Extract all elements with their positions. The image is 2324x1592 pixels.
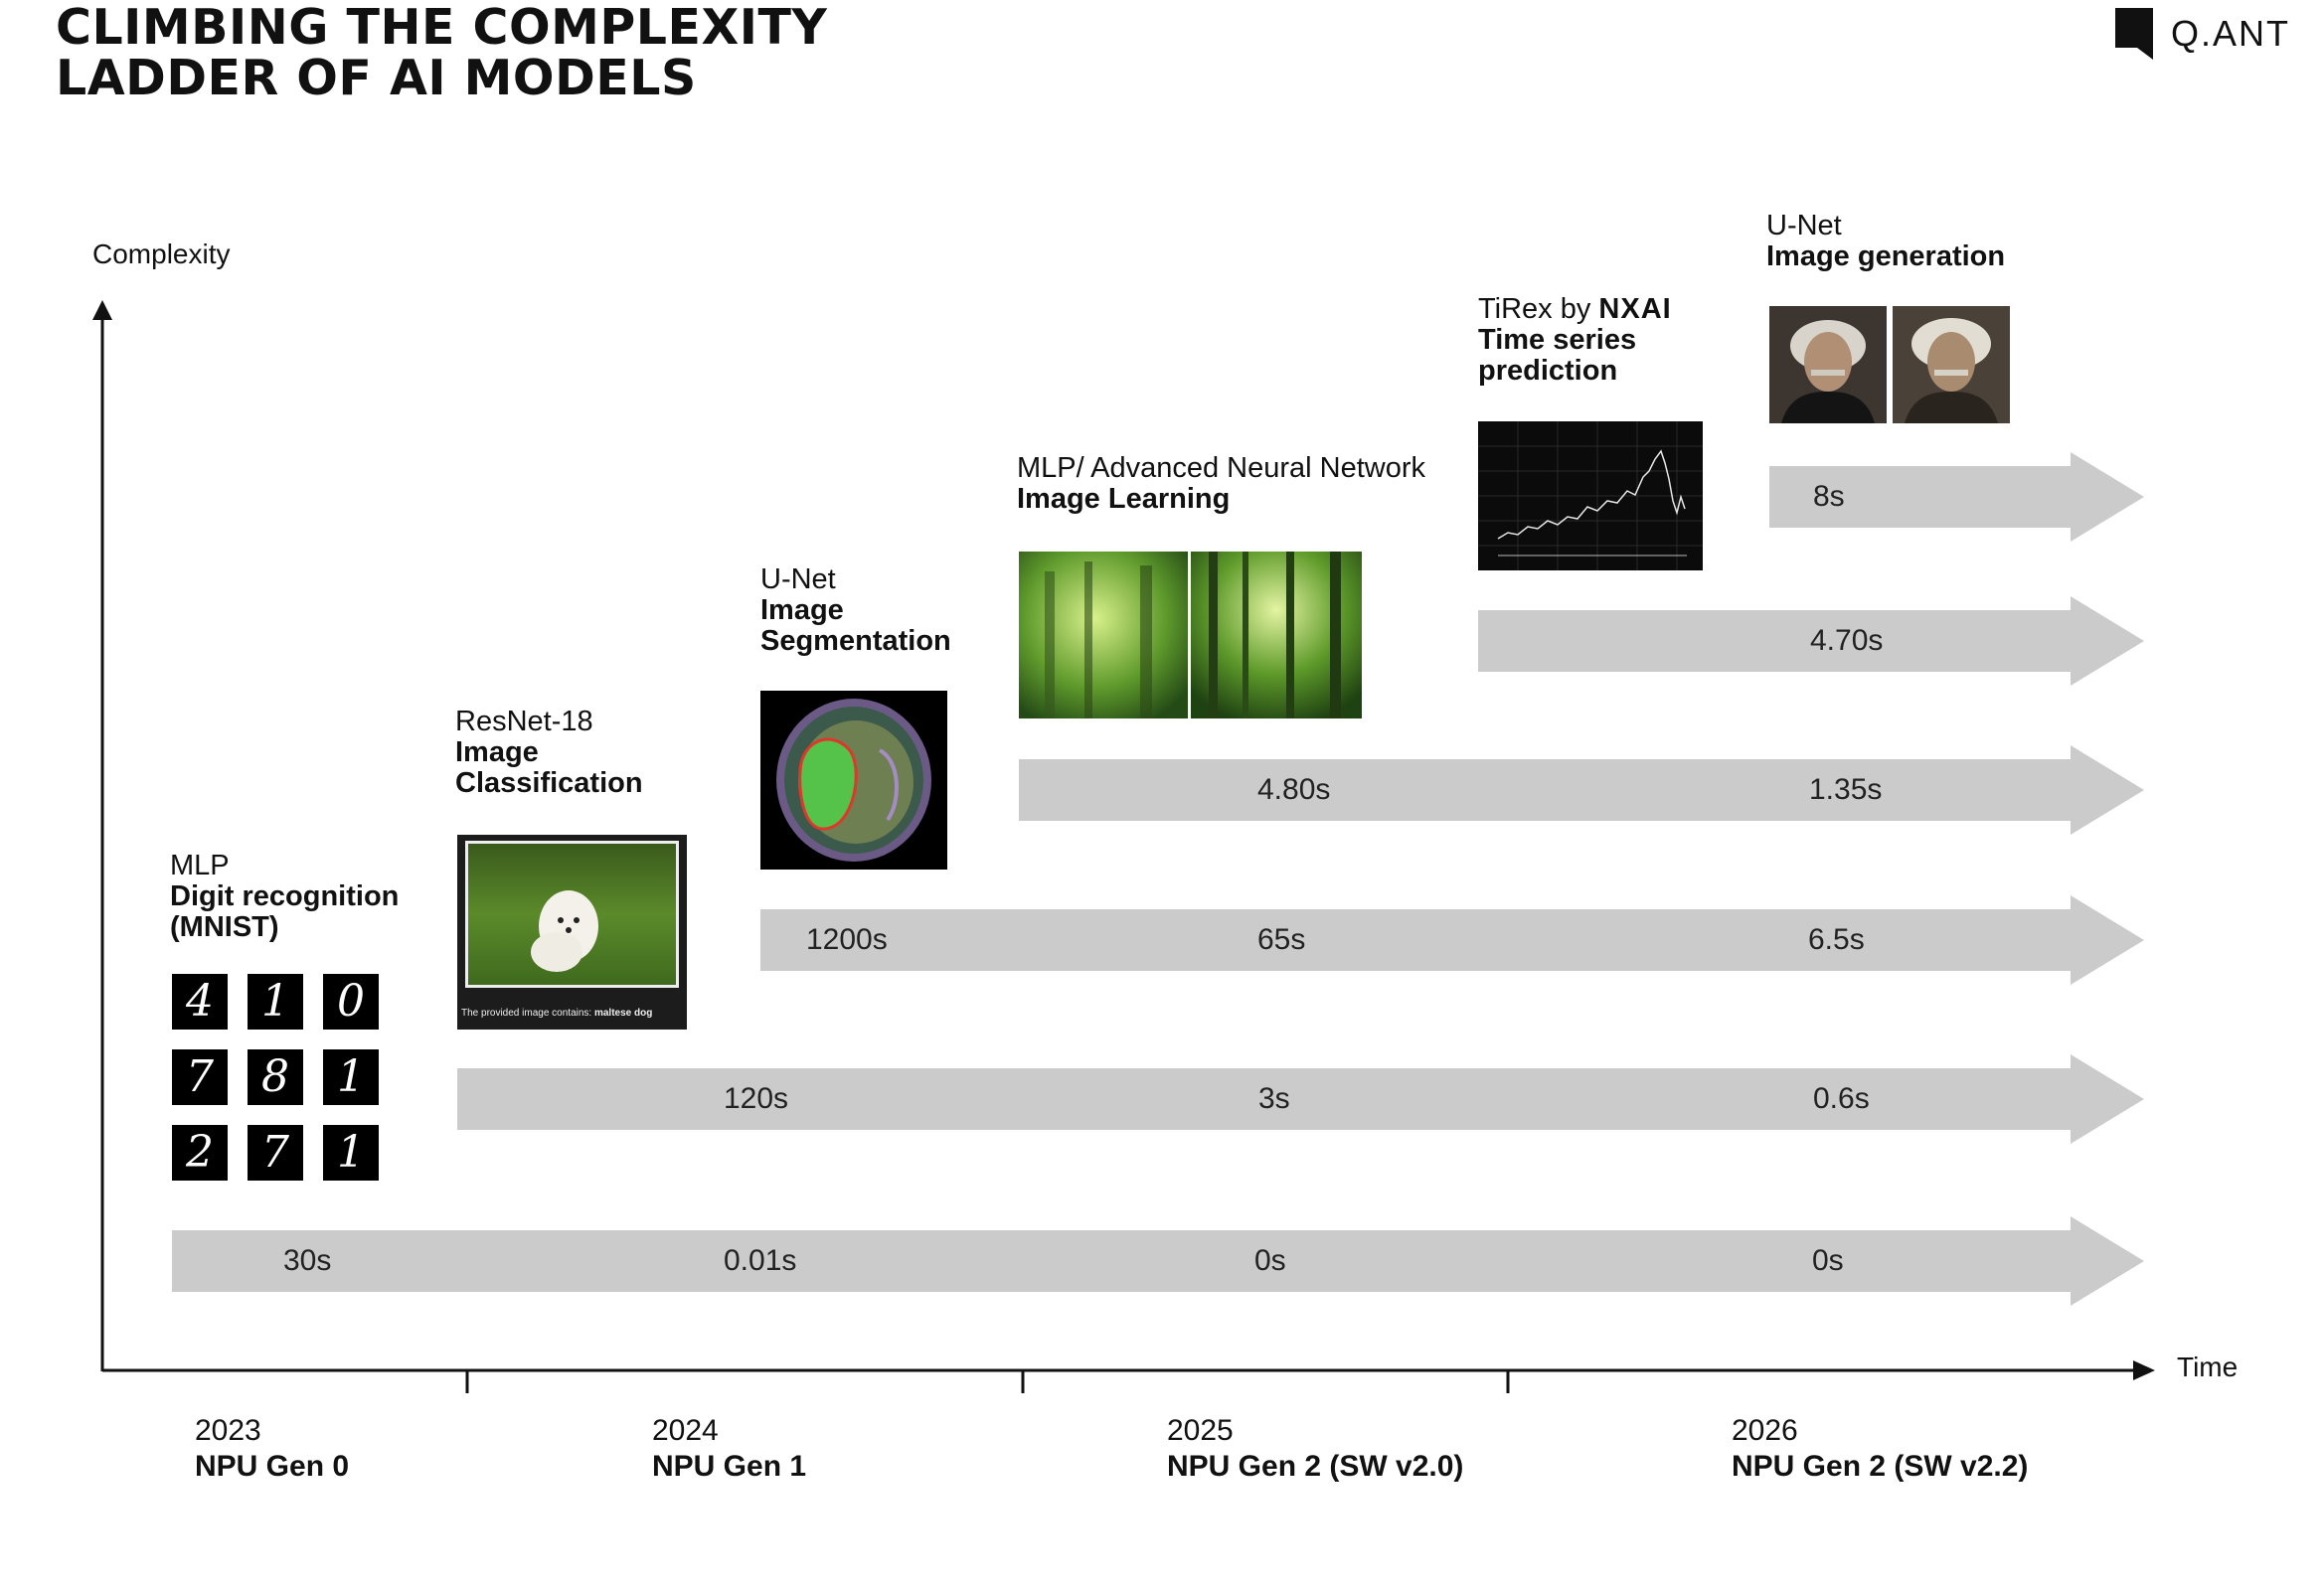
portrait-generated-image [1893,306,2010,423]
year-2026: 2026 NPU Gen 2 (SW v2.2) [1732,1413,2028,1485]
mnist-digit-grid: 4 1 0 7 8 1 2 7 1 [172,974,391,1189]
page-title: CLIMBING THE COMPLEXITY LADDER OF AI MOD… [56,2,827,103]
y-axis [92,300,112,1371]
year-label: 2024 [652,1414,719,1447]
nxai-brand: NXAI [1598,293,1672,325]
caption-label: maltese dog [593,1008,653,1019]
qant-logo-icon [2115,8,2153,60]
model-name: U-Net [1766,210,1842,241]
time-value: 0s [1812,1244,1844,1277]
image-generation-output [1893,306,2010,423]
model-label-unet-gen: U-Net Image generation [1766,211,2005,272]
logo-text: Q.ANT [2171,13,2291,54]
year-2024: 2024 NPU Gen 1 [652,1413,806,1485]
model-task: (MNIST) [170,911,279,943]
model-name: MLP [170,850,230,881]
model-name: U-Net [760,563,836,595]
forest-image-sharp [1191,552,1362,718]
model-label-mlp-digit: MLP Digit recognition (MNIST) [170,851,399,943]
time-value: 120s [724,1082,789,1115]
classification-image: The provided image contains: maltese dog [457,835,687,1030]
model-task: Time series [1478,324,1637,356]
year-2025: 2025 NPU Gen 2 (SW v2.0) [1167,1413,1463,1485]
model-label-resnet: ResNet-18 Image Classification [455,707,643,799]
time-series-plot-image [1478,421,1703,570]
image-learning-input [1019,552,1188,718]
time-value: 30s [283,1244,332,1277]
classification-caption: The provided image contains: maltese dog [461,1008,652,1019]
model-task: Image generation [1766,240,2006,272]
model-task: Image [760,594,844,626]
year-label: 2025 [1167,1414,1234,1447]
mnist-digit: 8 [248,1049,303,1105]
x-axis [102,1360,2155,1393]
model-task: Segmentation [760,625,951,657]
year-2023: 2023 NPU Gen 0 [195,1413,349,1485]
caption-prefix: The provided image contains: [461,1008,592,1019]
model-name: TiRex by NXAI [1478,294,1672,325]
model-task: prediction [1478,355,1618,387]
year-label: 2023 [195,1414,261,1447]
mnist-digit: 1 [323,1049,379,1105]
image-learning-output [1191,552,1362,718]
portrait-photo-image [1769,306,1887,423]
npu-gen-label: NPU Gen 2 (SW v2.0) [1167,1450,1464,1483]
forest-image-blurred [1019,552,1188,718]
time-value: 0.6s [1813,1082,1870,1115]
year-label: 2026 [1732,1414,1798,1447]
model-task: Image [455,736,539,768]
npu-gen-label: NPU Gen 0 [195,1450,350,1483]
model-task: Classification [455,767,643,799]
mnist-digit: 7 [172,1049,228,1105]
model-task: Image Learning [1017,483,1231,515]
title-line-1: CLIMBING THE COMPLEXITY [56,0,828,56]
model-label-mlp-advanced: MLP/ Advanced Neural Network Image Learn… [1017,453,1425,515]
time-value: 0.01s [724,1244,797,1277]
image-generation-input [1769,306,1887,423]
model-label-tirex: TiRex by NXAI Time series prediction [1478,294,1672,387]
npu-gen-label: NPU Gen 1 [652,1450,807,1483]
mnist-digit: 7 [248,1125,303,1181]
logo: Q.ANT [2115,8,2290,60]
model-task: Digit recognition [170,880,400,912]
time-series-image [1478,421,1703,570]
y-axis-label: Complexity [92,239,231,269]
x-axis-label: Time [2177,1352,2239,1382]
mnist-digit: 2 [172,1125,228,1181]
mnist-digit: 0 [323,974,379,1030]
time-value: 6.5s [1808,923,1865,956]
time-value: 4.70s [1810,624,1884,657]
brain-mri-image [776,699,931,862]
time-value: 4.80s [1257,773,1331,806]
mnist-digit: 1 [323,1125,379,1181]
npu-gen-label: NPU Gen 2 (SW v2.2) [1732,1450,2029,1483]
time-value: 1.35s [1809,773,1883,806]
time-value: 65s [1257,923,1306,956]
segmentation-image [760,691,947,870]
time-value: 0s [1254,1244,1286,1277]
time-value: 3s [1258,1082,1290,1115]
time-value: 8s [1813,480,1845,513]
title-line-2: LADDER OF AI MODELS [56,50,697,106]
time-value: 1200s [806,923,888,956]
model-name: MLP/ Advanced Neural Network [1017,452,1426,484]
model-label-unet-seg: U-Net Image Segmentation [760,564,951,657]
model-name: ResNet-18 [455,706,593,737]
mnist-digit: 1 [248,974,303,1030]
mnist-digit: 4 [172,974,228,1030]
model-name-prefix: TiRex by [1478,293,1591,325]
maltese-dog-image [465,841,679,988]
